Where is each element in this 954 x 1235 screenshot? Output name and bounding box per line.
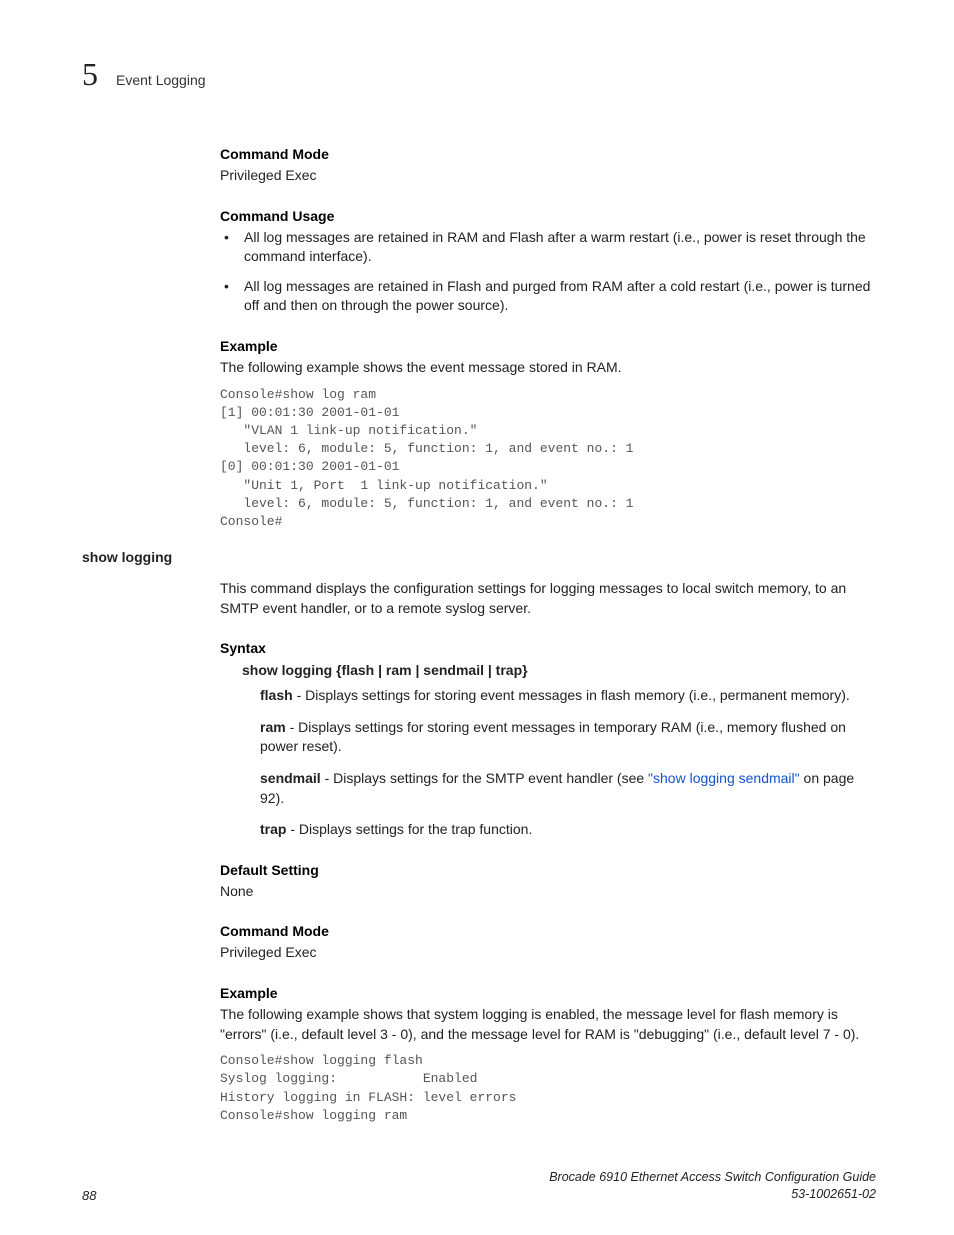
- param-ram: ram - Displays settings for storing even…: [260, 718, 876, 757]
- command-usage-heading: Command Usage: [220, 208, 876, 224]
- example-intro-2: The following example shows that system …: [220, 1005, 876, 1044]
- command-mode-heading-2: Command Mode: [220, 923, 876, 939]
- content-column: Command Mode Privileged Exec Command Usa…: [220, 146, 876, 531]
- param-name: ram: [260, 719, 286, 735]
- param-desc: - Displays settings for storing event me…: [260, 719, 846, 755]
- page-header: 5 Event Logging: [82, 58, 876, 90]
- example-heading-2: Example: [220, 985, 876, 1001]
- param-name: flash: [260, 687, 293, 703]
- param-desc: - Displays settings for the trap functio…: [286, 821, 532, 837]
- show-logging-intro: This command displays the configuration …: [220, 579, 876, 618]
- command-mode-text: Privileged Exec: [220, 166, 876, 186]
- param-name: trap: [260, 821, 286, 837]
- example-intro: The following example shows the event me…: [220, 358, 876, 378]
- default-setting-heading: Default Setting: [220, 862, 876, 878]
- list-item: All log messages are retained in Flash a…: [220, 277, 876, 316]
- default-setting-value: None: [220, 882, 876, 902]
- example-code: Console#show log ram [1] 00:01:30 2001-0…: [220, 386, 876, 532]
- param-name: sendmail: [260, 770, 321, 786]
- page-footer: 88 Brocade 6910 Ethernet Access Switch C…: [82, 1169, 876, 1203]
- section-title: Event Logging: [116, 72, 206, 88]
- param-block: flash - Displays settings for storing ev…: [260, 686, 876, 840]
- doc-info: Brocade 6910 Ethernet Access Switch Conf…: [549, 1169, 876, 1203]
- chapter-number: 5: [82, 58, 98, 90]
- syntax-heading: Syntax: [220, 640, 876, 656]
- cross-reference-link[interactable]: "show logging sendmail": [648, 770, 800, 786]
- command-mode-value-2: Privileged Exec: [220, 943, 876, 963]
- param-sendmail: sendmail - Displays settings for the SMT…: [260, 769, 876, 808]
- example-code-2: Console#show logging flash Syslog loggin…: [220, 1052, 876, 1125]
- show-logging-label: show logging: [82, 549, 876, 565]
- param-flash: flash - Displays settings for storing ev…: [260, 686, 876, 706]
- list-item: All log messages are retained in RAM and…: [220, 228, 876, 267]
- syntax-block: show logging {flash | ram | sendmail | t…: [242, 662, 876, 840]
- syntax-command: show logging {flash | ram | sendmail | t…: [242, 662, 876, 678]
- param-desc: - Displays settings for storing event me…: [293, 687, 850, 703]
- param-desc-pre: - Displays settings for the SMTP event h…: [321, 770, 648, 786]
- doc-title: Brocade 6910 Ethernet Access Switch Conf…: [549, 1169, 876, 1186]
- param-trap: trap - Displays settings for the trap fu…: [260, 820, 876, 840]
- command-usage-list: All log messages are retained in RAM and…: [220, 228, 876, 316]
- page-number: 88: [82, 1188, 96, 1203]
- doc-id: 53-1002651-02: [549, 1186, 876, 1203]
- show-logging-content: This command displays the configuration …: [220, 579, 876, 1125]
- show-logging-label-wrap: show logging: [82, 549, 876, 565]
- command-mode-heading: Command Mode: [220, 146, 876, 162]
- example-heading: Example: [220, 338, 876, 354]
